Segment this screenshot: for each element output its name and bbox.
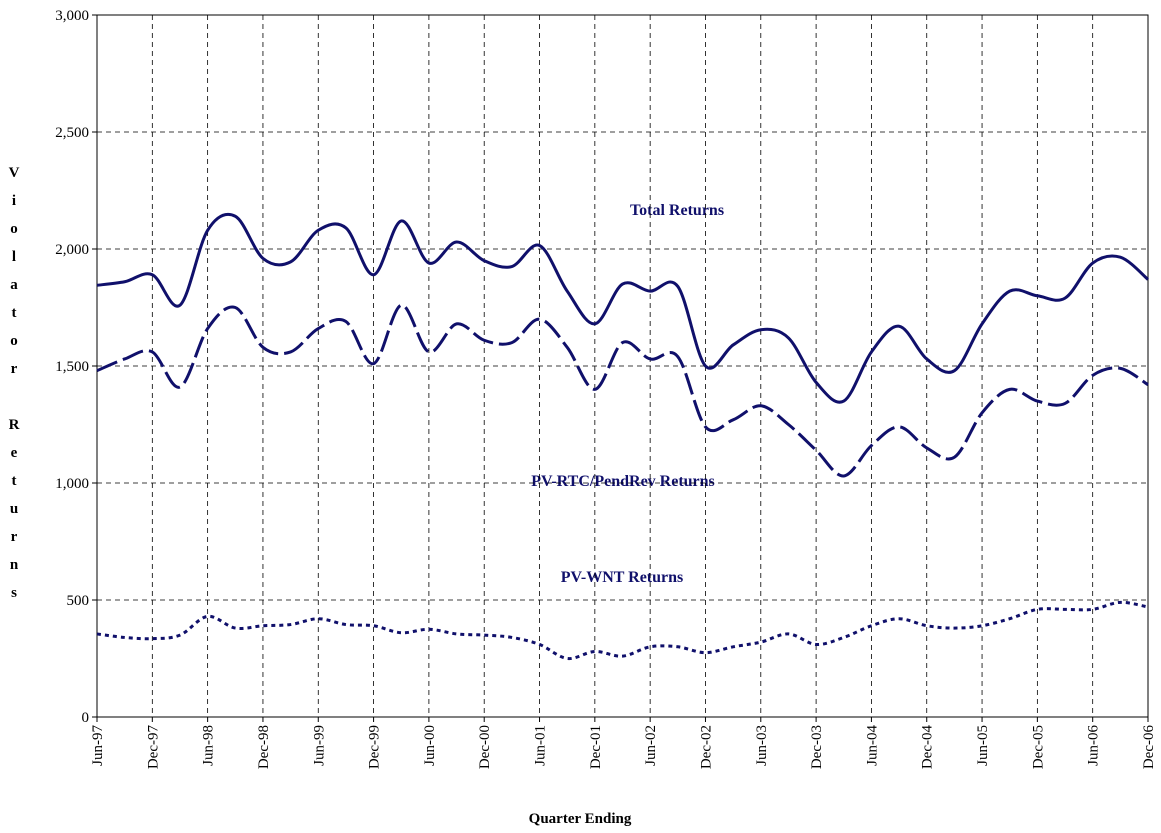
x-tick-label: Jun-06	[1086, 725, 1102, 766]
x-tick-label: Jun-00	[422, 725, 438, 766]
y-tick-label: 0	[82, 710, 90, 726]
y-tick-label: 1,500	[55, 359, 89, 375]
y-tick-label: 2,000	[55, 242, 89, 258]
x-tick-label: Jun-01	[533, 725, 549, 766]
x-tick-label: Dec-97	[145, 725, 161, 770]
y-tick-label: 500	[67, 593, 90, 609]
x-tick-label: Jun-02	[643, 725, 659, 766]
x-tick-label: Dec-99	[367, 725, 383, 769]
series-line	[96, 303, 1149, 478]
annotation: PV-RTC/PendRev Returns	[531, 473, 715, 490]
x-tick-label: Jun-98	[201, 725, 217, 766]
x-tick-label: Jun-99	[311, 725, 327, 766]
x-tick-label: Dec-02	[698, 725, 714, 769]
series-line	[96, 600, 1149, 661]
x-tick-label: Dec-05	[1030, 725, 1046, 769]
x-tick-label: Jun-05	[975, 725, 991, 766]
x-tick-label: Dec-98	[256, 725, 272, 769]
annotation: PV-WNT Returns	[561, 569, 684, 586]
x-tick-label: Dec-04	[920, 725, 936, 770]
x-tick-label: Dec-06	[1141, 725, 1157, 770]
x-tick-label: Dec-03	[809, 725, 825, 769]
plot-border	[96, 14, 1149, 718]
x-tick-label: Jun-97	[90, 725, 106, 766]
y-tick-label: 1,000	[55, 476, 89, 492]
y-tick-label: 3,000	[55, 8, 89, 24]
x-tick-label: Dec-01	[588, 725, 604, 769]
series-line	[96, 212, 1149, 404]
x-tick-label: Jun-03	[754, 725, 770, 766]
y-axis-label: Violator Returns	[6, 165, 22, 613]
x-axis-label: Quarter Ending	[529, 811, 632, 827]
x-tick-label: Jun-04	[864, 725, 880, 766]
annotation: Total Returns	[630, 202, 724, 219]
y-tick-label: 2,500	[55, 125, 89, 141]
x-tick-label: Dec-00	[477, 725, 493, 769]
